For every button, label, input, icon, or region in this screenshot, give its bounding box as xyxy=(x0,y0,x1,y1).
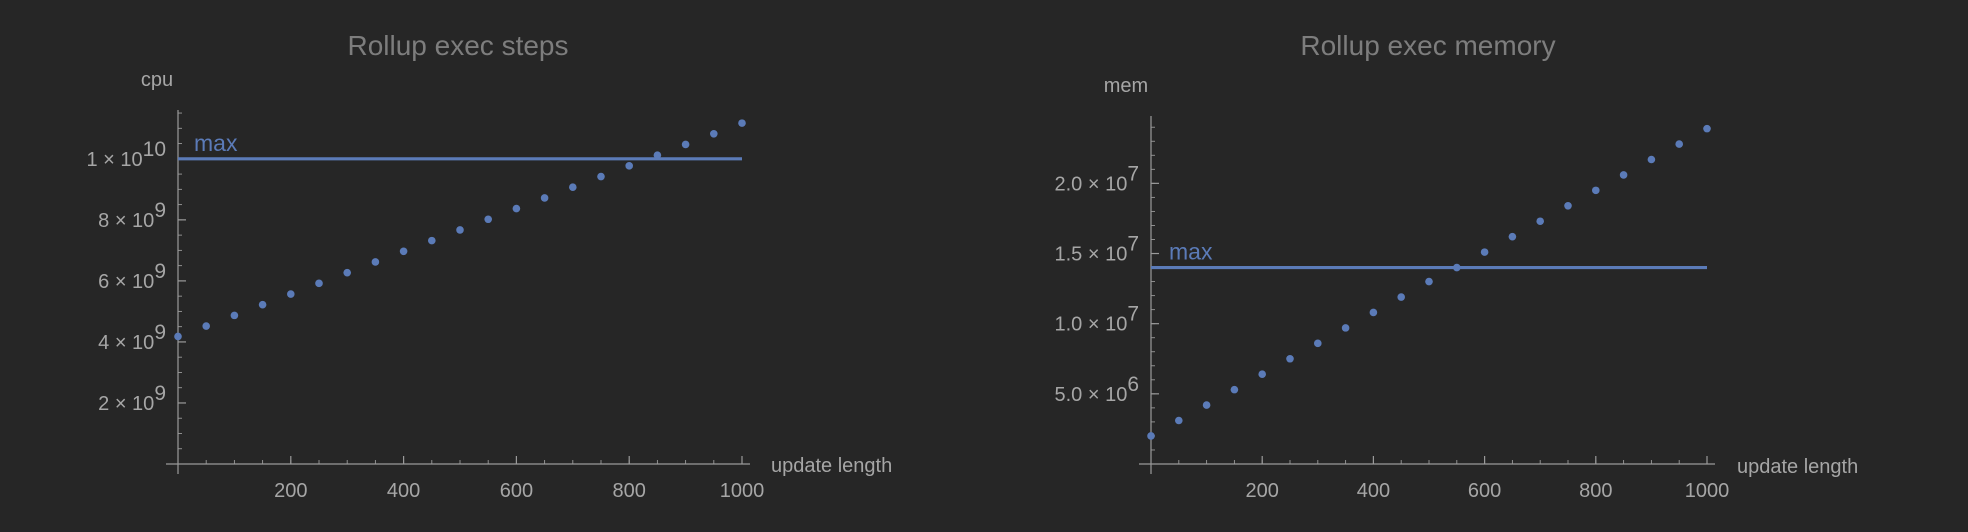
data-point xyxy=(1397,293,1405,301)
x-tick-label: 400 xyxy=(1357,480,1390,502)
data-point xyxy=(1453,263,1461,272)
data-point xyxy=(625,162,633,170)
data-point xyxy=(1175,416,1183,425)
y-tick-label: 1.5 × 107 xyxy=(1054,233,1139,266)
data-point xyxy=(1619,171,1628,179)
data-point xyxy=(1314,339,1322,348)
y-tick-label: 5.0 × 106 xyxy=(1054,373,1139,406)
x-tick-label: 400 xyxy=(387,480,420,502)
data-point xyxy=(681,140,690,149)
data-point xyxy=(343,268,352,277)
x-tick-label: 1000 xyxy=(720,480,765,502)
x-axis-label: update length xyxy=(1737,456,1858,478)
data-point xyxy=(1202,401,1211,409)
data-point xyxy=(1508,232,1517,241)
data-point xyxy=(1480,248,1489,256)
y-tick-label: 6 × 109 xyxy=(98,260,166,293)
data-point xyxy=(287,290,295,298)
data-point xyxy=(258,300,267,309)
data-point xyxy=(230,311,239,320)
data-point xyxy=(1703,124,1711,133)
y-axis-label: mem xyxy=(1104,75,1148,97)
y-tick-label: 1 × 1010 xyxy=(86,138,166,171)
data-point xyxy=(1536,217,1544,226)
y-axis-label: cpu xyxy=(141,69,173,91)
data-point xyxy=(428,236,436,245)
x-tick-label: 600 xyxy=(1468,480,1501,502)
data-point xyxy=(1564,202,1572,210)
data-point xyxy=(1286,354,1294,363)
data-point xyxy=(710,130,718,138)
data-point xyxy=(202,322,210,330)
data-point xyxy=(1147,432,1155,440)
data-point xyxy=(738,119,746,127)
y-tick-label: 4 × 109 xyxy=(98,321,166,354)
data-point xyxy=(597,172,605,181)
data-point xyxy=(1341,324,1350,332)
data-point xyxy=(512,204,521,213)
y-tick-label: 1.0 × 107 xyxy=(1054,303,1139,336)
data-point xyxy=(540,194,549,202)
x-tick-label: 600 xyxy=(500,480,533,502)
data-point xyxy=(1675,140,1683,148)
chart-1: Rollup exec steps cpu 2 × 109 4 × 109 6 × 10… xyxy=(86,30,892,502)
x-axis-label: update length xyxy=(771,455,892,477)
x-tick-label: 800 xyxy=(613,480,646,502)
x-tick-label: 1000 xyxy=(1685,480,1730,502)
data-point xyxy=(1369,308,1378,317)
data-point xyxy=(174,332,182,341)
data-point xyxy=(1592,186,1600,195)
chart-2: Rollup exec memory mem 5.0 × 106 1.0 × 107 1… xyxy=(1054,30,1858,502)
x-tick-label: 800 xyxy=(1579,480,1612,502)
data-point xyxy=(1425,277,1433,286)
chart-title: Rollup exec steps xyxy=(347,30,568,61)
data-point xyxy=(1258,370,1266,378)
data-point xyxy=(1230,385,1239,394)
max-line-label: max xyxy=(194,130,238,156)
data-point xyxy=(399,247,408,256)
x-tick-label: 200 xyxy=(274,480,307,502)
max-line-label: max xyxy=(1169,239,1213,265)
data-point xyxy=(484,215,493,224)
x-tick-label: 200 xyxy=(1246,480,1279,502)
data-point xyxy=(315,279,323,288)
data-point xyxy=(371,258,380,266)
y-tick-label: 8 × 109 xyxy=(98,199,166,232)
chart-title: Rollup exec memory xyxy=(1300,30,1555,61)
data-point xyxy=(653,151,662,159)
y-tick-label: 2 × 109 xyxy=(98,382,166,415)
data-point xyxy=(569,183,577,192)
data-point xyxy=(456,226,464,234)
y-tick-label: 2.0 × 107 xyxy=(1054,162,1139,195)
data-point xyxy=(1647,155,1656,164)
